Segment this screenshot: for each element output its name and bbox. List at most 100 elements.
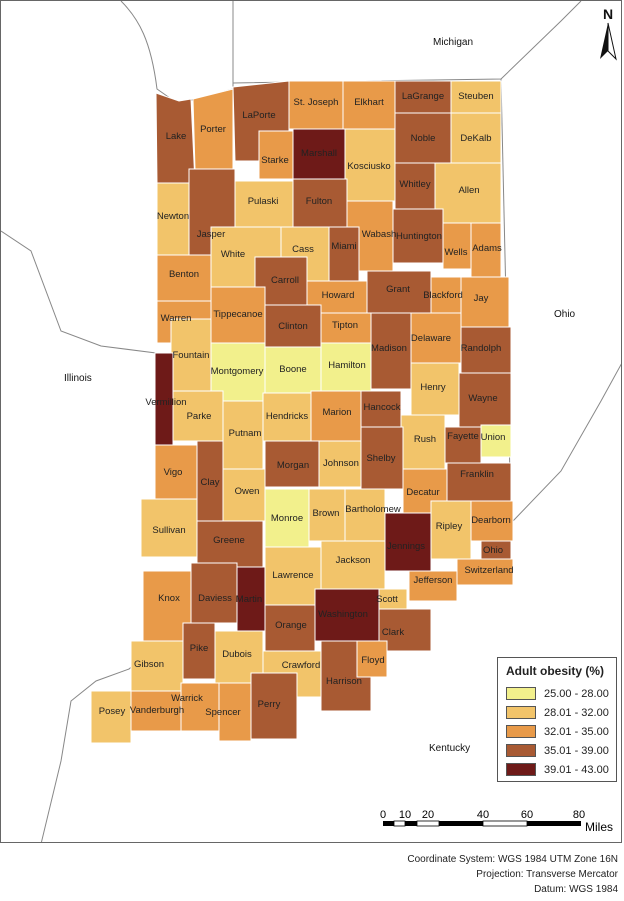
region-label-michigan: Michigan [433,37,473,48]
state-border-north [232,1,582,84]
county-label-spencer: Spencer [205,707,240,718]
scale-tick-80: 80 [573,809,585,821]
county-label-randolph: Randolph [461,343,502,354]
county-label-dearborn: Dearborn [471,515,511,526]
county-label-madison: Madison [371,343,407,354]
county-label-daviess: Daviess [198,593,232,604]
region-label-ohio: Ohio [554,309,576,320]
legend-swatch [506,687,536,700]
county-label-shelby: Shelby [366,453,395,464]
county-label-tipton: Tipton [332,320,358,331]
county-label-monroe: Monroe [271,513,303,524]
projection-text: Projection: Transverse Mercator [476,869,618,880]
county-label-lagrange: LaGrange [402,91,444,102]
county-label-delaware: Delaware [411,333,451,344]
county-miami [328,226,360,282]
county-perry [250,672,298,740]
county-label-johnson: Johnson [323,458,359,469]
coordinate-system-text: Coordinate System: WGS 1984 UTM Zone 16N [407,854,618,865]
county-label-adams: Adams [472,243,502,254]
county-jackson [320,540,386,592]
county-label-warrick: Warrick [171,693,203,704]
county-label-perry: Perry [258,699,281,710]
county-label-martin: Martin [236,594,262,605]
county-label-warren: Warren [161,313,192,324]
county-label-st-joseph: St. Joseph [294,97,339,108]
county-posey [90,690,132,744]
county-label-wayne: Wayne [468,393,497,404]
county-label-morgan: Morgan [277,460,309,471]
county-label-dubois: Dubois [222,649,252,660]
county-label-porter: Porter [200,124,226,135]
county-label-switzerland: Switzerland [464,565,513,576]
county-label-wells: Wells [444,247,467,258]
county-bartholomew [344,488,386,542]
county-label-greene: Greene [213,535,245,546]
region-label-kentucky: Kentucky [429,743,470,754]
county-label-brown: Brown [313,508,340,519]
county-label-knox: Knox [158,593,180,604]
legend: Adult obesity (%) 25.00 - 28.00 28.01 - 3… [497,657,617,782]
legend-row: 35.01 - 39.00 [506,741,610,760]
ohio-river-east [512,363,621,522]
county-label-fulton: Fulton [306,196,332,207]
county-label-clinton: Clinton [278,321,308,332]
county-label-whitley: Whitley [399,179,430,190]
county-label-ripley: Ripley [436,521,463,532]
scale-tick-40: 40 [477,809,489,821]
county-label-parke: Parke [187,411,212,422]
legend-title: Adult obesity (%) [506,664,604,678]
datum-text: Datum: WGS 1984 [534,884,618,895]
county-label-bartholomew: Bartholomew [345,504,401,515]
county-label-jackson: Jackson [336,555,371,566]
legend-row: 32.01 - 35.00 [506,722,610,741]
legend-swatch [506,706,536,719]
county-label-fountain: Fountain [173,350,210,361]
indiana-map: Lake Porter LaPorte St. Joseph Elkhart LaGran… [1,1,621,842]
county-label-starke: Starke [261,155,288,166]
county-wells [442,222,472,270]
county-label-lake: Lake [166,131,187,142]
county-label-benton: Benton [169,269,199,280]
legend-rows: 25.00 - 28.00 28.01 - 32.00 32.01 - 35.00 3… [506,684,610,779]
state-border-west [1,230,157,354]
county-label-howard: Howard [322,290,355,301]
county-label-boone: Boone [279,364,306,375]
county-label-marion: Marion [322,407,351,418]
county-label-dekalb: DeKalb [460,133,491,144]
county-label-marshall: Marshall [301,148,337,159]
scale-tick-60: 60 [521,809,533,821]
county-label-sullivan: Sullivan [152,525,185,536]
legend-row: 28.01 - 32.00 [506,703,610,722]
scale-tick-0: 0 [380,809,386,821]
county-label-hancock: Hancock [364,402,401,413]
county-label-allen: Allen [458,185,479,196]
county-label-vigo: Vigo [164,467,183,478]
county-label-lawrence: Lawrence [272,570,313,581]
county-label-tippecanoe: Tippecanoe [213,309,262,320]
county-label-putnam: Putnam [229,428,262,439]
county-label-fayette: Fayette [447,431,479,442]
county-label-rush: Rush [414,434,436,445]
county-label-decatur: Decatur [406,487,439,498]
county-label-ohio: Ohio [483,545,503,556]
county-label-clay: Clay [200,477,219,488]
legend-swatch [506,763,536,776]
county-label-harrison: Harrison [326,676,362,687]
county-label-crawford: Crawford [282,660,321,671]
scale-bar: 0 10 20 40 60 80 Miles [371,807,621,837]
county-label-kosciusko: Kosciusko [347,161,390,172]
county-label-pulaski: Pulaski [248,196,279,207]
county-spencer [218,682,252,742]
county-label-blackford: Blackford [423,290,463,301]
county-label-jay: Jay [474,293,489,304]
legend-label: 25.00 - 28.00 [544,687,609,700]
map-credits: Coordinate System: WGS 1984 UTM Zone 16N… [407,852,618,897]
legend-swatch [506,744,536,757]
county-clark [378,608,432,652]
scale-tick-10: 10 [399,809,411,821]
legend-label: 28.01 - 32.00 [544,706,609,719]
county-floyd [356,640,388,678]
county-label-white: White [221,249,245,260]
county-label-laporte: LaPorte [242,110,275,121]
